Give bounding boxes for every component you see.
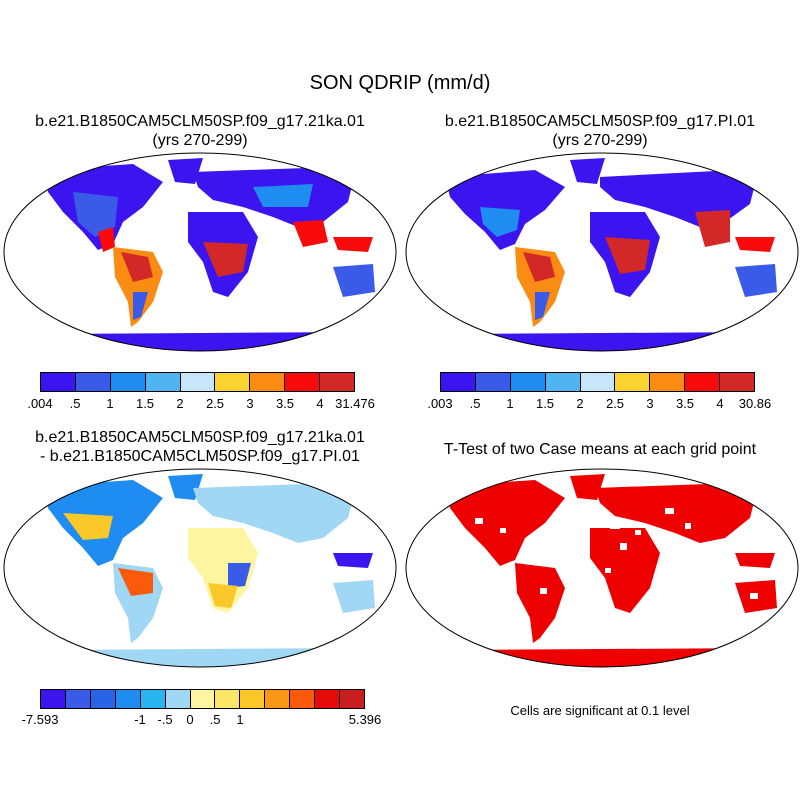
colorbar-swatch — [615, 373, 651, 391]
significance-note: Cells are significant at 0.1 level — [510, 703, 690, 718]
colorbar-tick-label: .5 — [469, 396, 481, 411]
colorbar-swatch — [190, 690, 216, 708]
colorbar-swatch — [115, 690, 141, 708]
colorbar-tick-label: 1.5 — [535, 396, 555, 411]
colorbar-tick-label: 2.5 — [605, 396, 625, 411]
colorbar-tick-label: 3 — [246, 396, 254, 411]
colorbar-tick-label: -1 — [134, 712, 146, 727]
colorbar-tick-label: .003 — [427, 396, 453, 411]
colorbar-tick-label: 3 — [646, 396, 654, 411]
colorbar-swatch — [140, 690, 166, 708]
landmass-greenland — [570, 474, 605, 500]
colorbar-swatch — [215, 373, 251, 391]
panel-title-top-left: b.e21.B1850CAM5CLM50SP.f09_g17.21ka.01 (… — [0, 112, 400, 150]
landmass-eurasia — [595, 483, 755, 543]
colorbar-swatch — [240, 690, 266, 708]
colorbar-tick-label: 1 — [106, 396, 114, 411]
colorbar-tick-label: 2 — [176, 396, 184, 411]
non-significant-cells — [475, 508, 758, 599]
colorbar-swatch — [650, 373, 686, 391]
landmass-eurasia — [193, 483, 353, 543]
map-top-right — [405, 152, 799, 352]
colorbar-swatch — [441, 373, 476, 391]
colorbar-swatch — [110, 373, 146, 391]
colorbar-tick-label: .5 — [209, 712, 221, 727]
colorbar-top-left — [40, 372, 355, 392]
landmass-antarctica — [23, 648, 383, 667]
colorbar-swatch — [315, 690, 341, 708]
colorbar-tick-label: 2.5 — [205, 396, 225, 411]
colorbar-tick-label: .004 — [27, 396, 53, 411]
colorbar-labels-top-right: .003 .5 1 1.5 2 2.5 3 3.5 4 30.86 — [427, 396, 771, 412]
colorbar-swatch — [250, 373, 286, 391]
colorbar-tick-label: 4 — [716, 396, 724, 411]
colorbar-swatch — [41, 690, 66, 708]
landmass-antarctica — [425, 332, 785, 351]
colorbar-swatch — [320, 373, 355, 391]
colorbar-swatch — [145, 373, 181, 391]
colorbar-tick-label: -.5 — [157, 712, 173, 727]
landmass-antarctica — [23, 332, 383, 351]
colorbar-swatch — [75, 373, 111, 391]
colorbar-tick-label: -7.593 — [21, 712, 59, 727]
panel-title-bottom-left: b.e21.B1850CAM5CLM50SP.f09_g17.21ka.01 -… — [0, 428, 400, 466]
colorbar-tick-label: 1 — [506, 396, 514, 411]
panel-title-line1: b.e21.B1850CAM5CLM50SP.f09_g17.21ka.01 — [35, 429, 365, 446]
panel-title-top-right: b.e21.B1850CAM5CLM50SP.f09_g17.PI.01 (yr… — [400, 112, 800, 150]
panel-title-line2: - b.e21.B1850CAM5CLM50SP.f09_g17.PI.01 — [40, 448, 360, 465]
panel-title-line1: b.e21.B1850CAM5CLM50SP.f09_g17.21ka.01 — [35, 113, 365, 130]
colorbar-tick-label: 1.5 — [135, 396, 155, 411]
colorbar-top-right — [440, 372, 755, 392]
landmass-africa — [590, 528, 660, 613]
landmass-north-america — [445, 480, 565, 566]
colorbar-tick-label: 0 — [186, 712, 194, 727]
colorbar-swatch — [685, 373, 721, 391]
landmass-antarctica — [425, 648, 785, 667]
figure-title: SON QDRIP (mm/d) — [309, 72, 491, 94]
landmass-greenland — [168, 158, 203, 184]
landmass-australia — [735, 264, 777, 297]
colorbar-swatch — [285, 373, 321, 391]
panel-title-line1: b.e21.B1850CAM5CLM50SP.f09_g17.PI.01 — [444, 113, 756, 130]
colorbar-labels-bottom-left: -7.593 -1 -.5 0 .5 1 5.396 — [22, 712, 382, 728]
colorbar-swatch — [545, 373, 581, 391]
colorbar-swatch — [165, 690, 191, 708]
colorbar-tick-label: 3.5 — [275, 396, 295, 411]
colorbar-labels-top-left: .004 .5 1 1.5 2 2.5 3 3.5 4 31.476 — [27, 396, 375, 412]
colorbar-swatch — [215, 690, 241, 708]
colorbar-swatch — [290, 690, 316, 708]
panel-title-bottom-right: T-Test of two Case means at each grid po… — [443, 441, 757, 458]
colorbar-swatch — [580, 373, 616, 391]
landmass-greenland — [570, 158, 605, 184]
landmass-australia — [333, 580, 375, 613]
map-top-left — [3, 152, 397, 352]
panel-title-line2: (yrs 270-299) — [152, 132, 248, 149]
colorbar-tick-label: 31.476 — [335, 396, 375, 411]
colorbar-tick-label: .5 — [69, 396, 81, 411]
colorbar-swatch — [180, 373, 216, 391]
colorbar-swatch — [41, 373, 76, 391]
colorbar-tick-label: 2 — [576, 396, 584, 411]
panel-title-line2: (yrs 270-299) — [552, 132, 648, 149]
colorbar-tick-label: 4 — [316, 396, 324, 411]
colorbar-swatch — [90, 690, 116, 708]
colorbar-swatch — [510, 373, 546, 391]
colorbar-swatch — [475, 373, 511, 391]
colorbar-swatch — [65, 690, 91, 708]
colorbar-swatch — [340, 690, 364, 708]
colorbar-tick-label: 3.5 — [675, 396, 695, 411]
colorbar-bottom-left — [40, 689, 365, 709]
colorbar-tick-label: 30.86 — [738, 396, 772, 411]
landmass-south-america — [515, 563, 565, 643]
map-bottom-right — [405, 468, 799, 668]
landmass-greenland — [168, 474, 203, 500]
map-bottom-left — [3, 468, 397, 668]
landmass-africa — [188, 528, 258, 613]
landmass-australia — [333, 264, 375, 297]
colorbar-tick-label: 5.396 — [348, 712, 382, 727]
colorbar-swatch — [265, 690, 291, 708]
colorbar-swatch — [720, 373, 755, 391]
colorbar-tick-label: 1 — [236, 712, 244, 727]
